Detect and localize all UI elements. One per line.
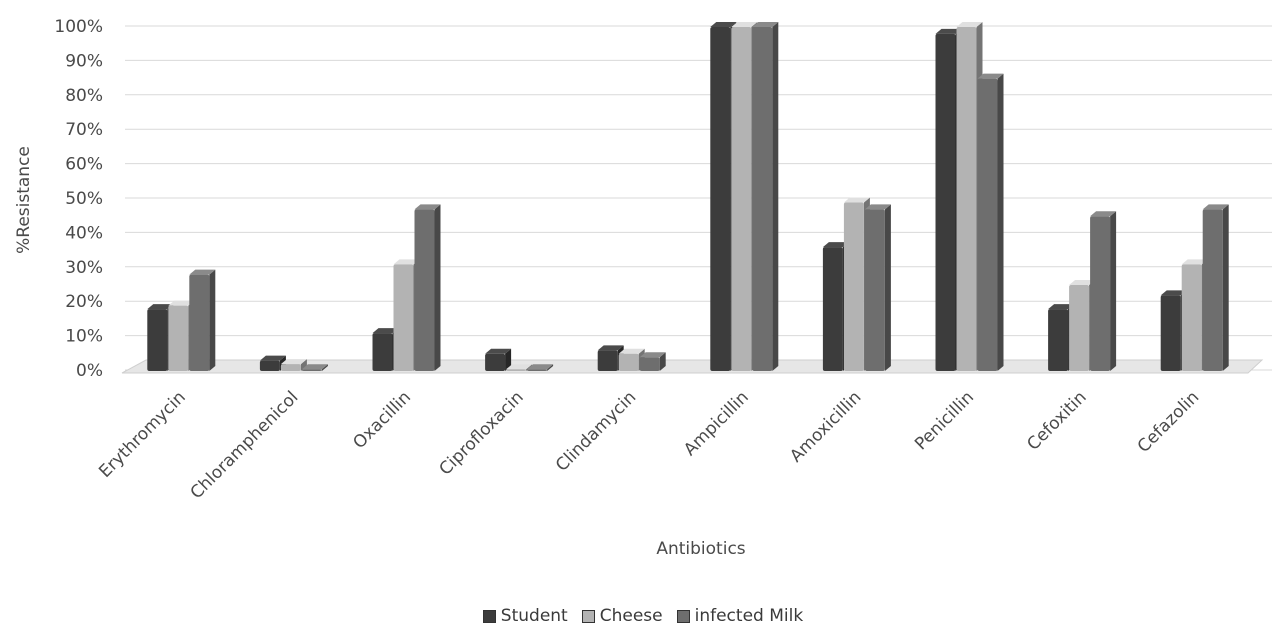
- x-tick-label: Clindamycin: [552, 387, 640, 475]
- x-tick-label: Amoxicillin: [786, 387, 865, 466]
- y-tick-label: 60%: [65, 155, 103, 175]
- x-tick-label: Ampicillin: [680, 387, 753, 460]
- x-tick-label: Ciprofloxacin: [435, 387, 527, 479]
- legend-swatch: [676, 609, 690, 623]
- x-tick-label: Erythromycin: [95, 387, 190, 482]
- y-tick-label: 20%: [65, 292, 103, 312]
- y-tick-label: 90%: [65, 51, 103, 71]
- y-tick-label: 40%: [65, 223, 103, 243]
- y-axis-label: %Resistance: [14, 146, 34, 254]
- y-tick-label: 100%: [54, 17, 103, 37]
- legend-label: Cheese: [599, 606, 663, 626]
- x-tick-label: Cefazolin: [1134, 387, 1203, 456]
- x-tick-label: Penicillin: [911, 387, 978, 454]
- bar-infected-milk: [189, 269, 216, 371]
- y-tick-label: 0%: [76, 361, 103, 381]
- y-tick-label: 30%: [65, 258, 103, 278]
- bar-infected-milk: [752, 22, 779, 371]
- y-tick-label: 70%: [65, 120, 103, 140]
- legend-label: infected Milk: [694, 606, 804, 626]
- legend-item: Cheese: [581, 606, 663, 626]
- x-tick-label: Chloramphenicol: [187, 387, 303, 503]
- y-tick-label: 50%: [65, 189, 103, 209]
- legend-item: infected Milk: [676, 606, 804, 626]
- legend-item: Student: [482, 606, 568, 626]
- y-tick-label: 80%: [65, 86, 103, 106]
- bar-infected-milk: [527, 364, 554, 371]
- y-tick-label: 10%: [65, 327, 103, 347]
- bar-infected-milk: [1090, 211, 1117, 371]
- bar-infected-milk: [639, 352, 666, 371]
- y-axis-ticks: 0% 10% 20% 30% 40% 50% 60% 70% 80% 90% 100%: [54, 17, 103, 381]
- bar-infected-milk: [301, 364, 328, 371]
- bar-infected-milk: [977, 73, 1004, 371]
- x-tick-label: Cefoxitin: [1023, 387, 1090, 454]
- bar-student: [485, 348, 512, 371]
- legend: Student Cheese infected Milk: [0, 606, 1286, 628]
- legend-label: Student: [500, 606, 568, 626]
- legend-swatch: [482, 609, 496, 623]
- bar-infected-milk: [864, 204, 891, 371]
- x-axis-label: Antibiotics: [656, 539, 745, 559]
- legend-swatch: [581, 609, 595, 623]
- bar-cheese: [280, 359, 307, 371]
- bar-infected-milk: [414, 204, 441, 371]
- gridlines: [125, 25, 1272, 371]
- x-tick-label: Oxacillin: [349, 387, 415, 453]
- bars: [147, 22, 1229, 371]
- bar-infected-milk: [1202, 204, 1229, 371]
